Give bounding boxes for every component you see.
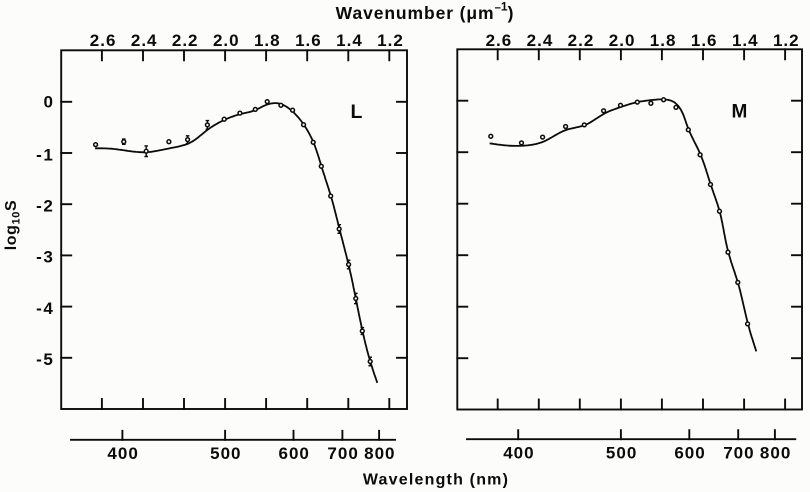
svg-text:1.2: 1.2 [377,31,404,50]
svg-text:Wavelength (nm): Wavelength (nm) [363,471,509,488]
svg-text:-4: -4 [36,299,54,318]
svg-text:log10S: log10S [3,200,23,251]
svg-text:1.4: 1.4 [732,31,759,50]
svg-text:2.4: 2.4 [527,31,554,50]
svg-text:800: 800 [364,444,395,463]
svg-text:Wavenumber (μm−1): Wavenumber (μm−1) [336,0,515,23]
svg-text:1.8: 1.8 [254,31,281,50]
svg-text:700: 700 [723,443,754,462]
svg-text:800: 800 [760,443,791,462]
svg-text:2.2: 2.2 [568,31,595,50]
svg-text:500: 500 [210,444,241,463]
svg-text:500: 500 [606,443,637,462]
svg-text:M: M [732,101,748,122]
svg-text:-3: -3 [36,248,54,267]
svg-text:-5: -5 [36,350,54,369]
svg-text:1.4: 1.4 [336,31,363,50]
svg-text:400: 400 [503,443,534,462]
svg-text:L: L [351,101,363,123]
svg-text:2.6: 2.6 [486,31,513,50]
svg-text:1.6: 1.6 [295,31,322,50]
svg-text:2.0: 2.0 [609,31,636,50]
svg-text:2.6: 2.6 [90,31,117,50]
svg-text:400: 400 [107,444,138,463]
svg-text:1.8: 1.8 [650,31,677,50]
svg-text:1.6: 1.6 [691,31,718,50]
svg-text:0: 0 [43,93,54,112]
svg-text:2.4: 2.4 [131,31,158,50]
svg-text:600: 600 [674,443,705,462]
svg-text:700: 700 [327,444,358,463]
svg-text:1.2: 1.2 [773,31,800,50]
svg-text:2.0: 2.0 [213,31,240,50]
svg-text:600: 600 [279,444,310,463]
svg-text:2.2: 2.2 [172,31,199,50]
svg-text:-2: -2 [36,197,54,216]
svg-text:-1: -1 [36,145,54,164]
